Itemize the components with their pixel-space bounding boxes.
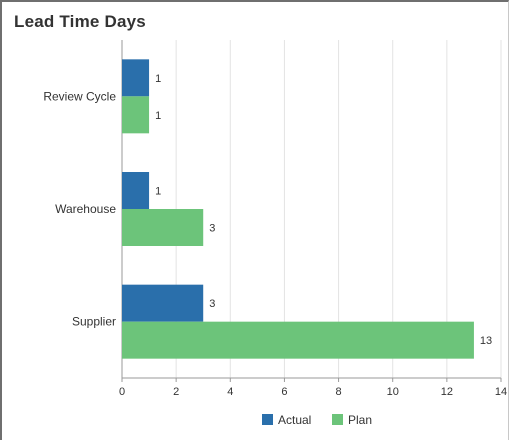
- x-tick-label: 12: [441, 386, 453, 398]
- data-label: 13: [480, 335, 492, 347]
- category-label: Supplier: [72, 315, 116, 329]
- data-label: 3: [209, 298, 215, 310]
- bar-actual-2: [122, 284, 204, 322]
- x-tick-label: 0: [119, 386, 125, 398]
- x-tick-label: 6: [281, 386, 287, 398]
- data-label: 1: [155, 186, 161, 198]
- bar-actual-1: [122, 172, 150, 209]
- x-tick-label: 2: [173, 386, 179, 398]
- x-tick-label: 8: [336, 386, 342, 398]
- chart-title: Lead Time Days: [14, 12, 146, 31]
- data-label: 3: [209, 223, 215, 235]
- legend-label-plan: Plan: [348, 413, 372, 427]
- data-label: 1: [155, 73, 161, 85]
- legend-swatch-actual: [262, 414, 273, 425]
- bar-actual-0: [122, 59, 150, 97]
- x-tick-label: 4: [227, 386, 233, 398]
- bar-plan-0: [122, 96, 150, 134]
- legend-swatch-plan: [332, 414, 343, 425]
- bar-plan-2: [122, 321, 474, 359]
- category-label: Warehouse: [55, 202, 116, 216]
- legend-label-actual: Actual: [278, 413, 311, 427]
- category-label: Review Cycle: [43, 89, 116, 103]
- bar-plan-1: [122, 209, 204, 246]
- data-label: 1: [155, 110, 161, 122]
- x-tick-label: 10: [387, 386, 399, 398]
- x-tick-label: 14: [495, 386, 507, 398]
